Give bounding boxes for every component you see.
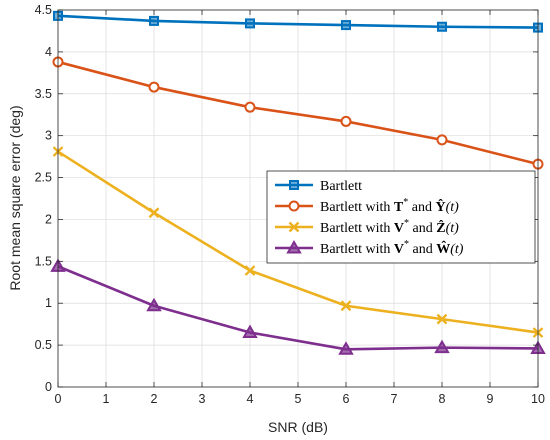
y-tick-label: 4.5 xyxy=(35,3,52,17)
x-tick-label: 1 xyxy=(103,392,110,406)
data-point xyxy=(146,297,162,312)
x-tick-label: 7 xyxy=(391,392,398,406)
legend-label: Bartlett with V* and Ŵ(t) xyxy=(320,239,464,257)
x-tick-label: 8 xyxy=(439,392,446,406)
y-tick-label: 0 xyxy=(45,380,52,394)
data-point xyxy=(338,341,354,355)
legend-label: Bartlett xyxy=(320,179,362,194)
x-tick-label: 6 xyxy=(343,392,350,406)
x-tick-label: 3 xyxy=(199,392,206,406)
y-tick-label: 3.5 xyxy=(35,87,52,101)
data-point xyxy=(340,115,352,127)
y-tick-label: 1.5 xyxy=(35,254,52,268)
data-point xyxy=(148,207,160,219)
legend-swatch-marker xyxy=(286,239,302,254)
y-tick-label: 3 xyxy=(45,129,52,143)
legend-swatch-marker xyxy=(289,180,299,190)
x-tick-label: 5 xyxy=(295,392,302,406)
data-point xyxy=(242,324,258,339)
legend-item: Bartlett with V* and Ẑ(t) xyxy=(275,218,459,236)
y-axis-label: Root mean square error (deg) xyxy=(7,105,23,290)
legend-swatch-marker xyxy=(288,200,300,212)
legend-item: Bartlett with V* and Ŵ(t) xyxy=(275,239,464,257)
y-tick-label: 2 xyxy=(45,212,52,226)
x-tick-label: 0 xyxy=(55,392,62,406)
y-tick-label: 1 xyxy=(45,296,52,310)
series-line xyxy=(57,14,539,29)
x-axis-label: SNR (dB) xyxy=(268,419,328,435)
legend-label: Bartlett with V* and Ẑ(t) xyxy=(320,218,459,236)
data-point xyxy=(437,21,447,32)
x-tick-label: 10 xyxy=(531,392,545,406)
data-point xyxy=(434,339,450,354)
data-point xyxy=(244,101,256,113)
legend: Bartlett Bartlett with T* and Ŷ(t) Bartlet… xyxy=(266,170,536,264)
data-point xyxy=(436,313,448,325)
data-point xyxy=(245,18,255,29)
data-point xyxy=(244,265,256,276)
x-tick-label: 2 xyxy=(151,392,158,406)
series-3 xyxy=(52,146,544,338)
data-point xyxy=(148,81,160,93)
series-line xyxy=(57,265,539,351)
series-line xyxy=(57,60,539,166)
y-tick-label: 0.5 xyxy=(35,338,52,352)
data-point xyxy=(340,300,352,312)
series-line xyxy=(57,150,539,334)
y-tick-label: 2.5 xyxy=(35,171,52,185)
x-tick-label: 4 xyxy=(247,392,254,406)
data-point xyxy=(341,20,351,31)
data-point xyxy=(436,134,448,146)
axis-ticks: 0 1 2 3 4 5 6 7 8 9 10 0 0.5 1 1.5 2 2.5 3 3.5 4 4.5 xyxy=(35,3,545,406)
y-tick-label: 4 xyxy=(45,45,52,59)
x-tick-label: 9 xyxy=(487,392,494,406)
data-point xyxy=(149,15,159,26)
legend-swatch-marker xyxy=(288,221,300,233)
legend-label: Bartlett with T* and Ŷ(t) xyxy=(320,197,459,215)
legend-item: Bartlett xyxy=(275,179,362,194)
legend-item: Bartlett with T* and Ŷ(t) xyxy=(275,197,459,215)
